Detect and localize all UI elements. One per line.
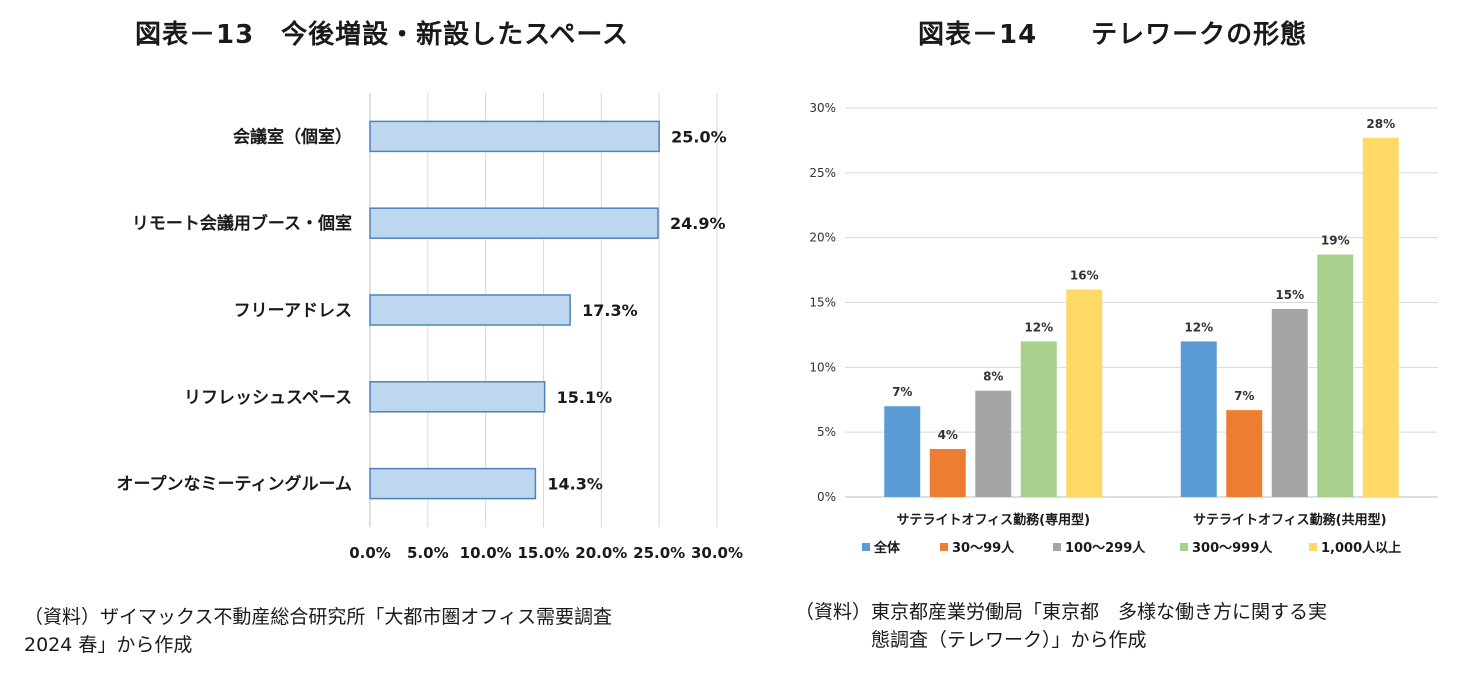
value-label: 7% [892,385,912,399]
bar [369,381,546,413]
category-label: サテライトオフィス勤務(共用型) [1193,512,1387,528]
category-label: リモート会議用ブース・個室 [132,213,352,234]
x-tick-label: 5.0% [407,544,449,562]
value-label: 28% [1366,117,1395,131]
y-tick-label: 25% [809,166,836,180]
y-tick-label: 0% [817,490,836,504]
bar [929,449,966,497]
bar [1020,341,1057,497]
legend-swatch [1309,543,1317,551]
bar [1066,289,1103,497]
bar [884,406,921,497]
bar [975,390,1012,497]
x-tick-label: 0.0% [349,544,391,562]
y-tick-label: 5% [817,425,836,439]
legend-label: 全体 [873,540,901,556]
legend-swatch [940,543,948,551]
category-label: リフレッシュスペース [184,388,352,408]
value-label: 12% [1184,320,1213,334]
right-source-note: （資料）東京都産業労働局「東京都 多様な働き方に関する実 態調査（テレワーク）」… [795,601,1328,651]
y-tick-label: 20% [809,231,836,245]
x-tick-label: 10.0% [460,544,512,562]
category-label: サテライトオフィス勤務(専用型) [896,512,1090,528]
bar [369,120,660,153]
value-label: 15.1% [557,388,613,407]
value-label: 8% [983,370,1003,384]
legend-swatch [1180,543,1188,551]
bar [369,207,659,239]
bar [1226,410,1263,497]
left-source-note: （資料）ザイマックス不動産総合研究所「大都市圏オフィス需要調査 2024 春」か… [24,606,613,656]
value-label: 25.0% [671,127,727,146]
legend-label: 300～999人 [1192,540,1273,556]
value-label: 15% [1275,288,1304,302]
value-label: 19% [1321,234,1350,248]
value-label: 17.3% [582,301,638,320]
legend-label: 1,000人以上 [1321,540,1401,556]
bar [1271,308,1308,497]
category-label: オープンなミーティングルーム [117,474,352,495]
value-label: 24.9% [670,214,726,233]
x-tick-label: 15.0% [517,544,569,562]
right-bar-chart: 0% 5% 10% 15% 20% 25% 30% 7% 4% 8% 12% 16% サテライトオフィス… [809,101,1438,556]
value-label: 16% [1070,269,1099,283]
y-tick-label: 15% [809,296,836,310]
left-chart-title: 図表－13 今後増設・新設したスペース [135,20,630,50]
left-bar-chart: 0.0% 5.0% 10.0% 15.0% 20.0% 25.0% 30.0% 会議室（個室）… [117,93,743,562]
bar [369,294,571,326]
bar [1180,341,1217,497]
category-label: フリーアドレス [234,301,352,321]
legend-label: 30～99人 [952,540,1015,556]
legend-swatch [1053,543,1061,551]
value-label: 7% [1234,389,1254,403]
legend-label: 100～299人 [1065,540,1146,556]
category-label: 会議室（個室） [233,126,352,147]
bar [1362,137,1399,497]
bar [1317,254,1354,497]
x-tick-label: 20.0% [575,544,627,562]
x-tick-label: 30.0% [691,544,743,562]
right-chart-title: 図表－14 テレワークの形態 [918,20,1308,50]
y-tick-label: 30% [809,101,836,115]
legend-swatch [862,543,870,551]
value-label: 4% [938,428,958,442]
y-tick-label: 10% [809,360,836,374]
bar [369,467,537,500]
value-label: 14.3% [547,475,603,494]
value-label: 12% [1024,320,1053,334]
x-tick-label: 25.0% [633,544,685,562]
